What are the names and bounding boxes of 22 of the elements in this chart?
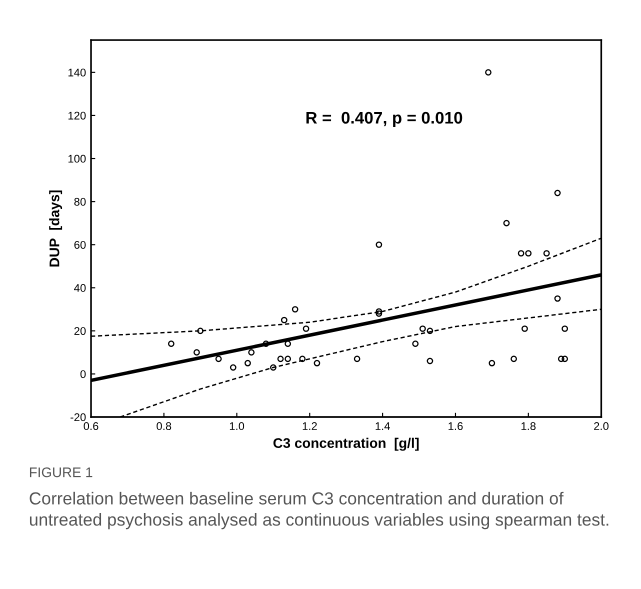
- x-tick-label: 1.4: [376, 422, 390, 430]
- text: Correlation between baseline serum C3 concentration and duration of untreated psychosis analysed as continuous variables using spearman test.: [30, 492, 608, 530]
- y-tick-label: 100: [68, 154, 86, 163]
- x-tick-label: 1.2: [302, 422, 317, 430]
- x-axis-title: C3 concentration [g/l]: [273, 438, 419, 451]
- y-tick-label: 40: [74, 284, 86, 292]
- y-tick-label: 80: [74, 198, 86, 206]
- y-tick-label: -20: [70, 413, 86, 422]
- y-axis-title: DUP [days]: [49, 190, 62, 266]
- y-tick-label: 60: [74, 240, 86, 249]
- caption: FIGURE 1: [30, 467, 92, 478]
- x-tick-label: 1.0: [230, 422, 244, 430]
- x-tick-label: 0.8: [156, 422, 172, 430]
- y-tick-label: 120: [68, 112, 86, 120]
- annotation: R = 0.407, p = 0.010: [306, 112, 462, 127]
- y-tick-label: 140: [68, 68, 86, 76]
- x-tick-label: 1.6: [448, 422, 463, 430]
- x-tick-label: 1.8: [521, 422, 536, 430]
- y-tick-label: 0: [80, 370, 86, 378]
- x-tick-label: 0.6: [84, 422, 98, 430]
- x-tick-label: 2.0: [594, 422, 609, 430]
- y-tick-label: 20: [74, 327, 86, 335]
